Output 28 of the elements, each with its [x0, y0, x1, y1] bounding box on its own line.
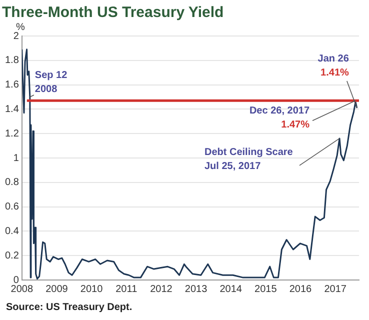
x-tick-label: 2010 [80, 284, 104, 295]
y-tick-label: 0.2 [4, 250, 20, 262]
x-tick-label: 2008 [10, 284, 34, 295]
annotation: Jan 26 1.41% [318, 54, 350, 79]
y-tick-label: 0.8 [4, 177, 20, 188]
x-tick-label: 2016 [289, 284, 312, 295]
y-axis-title: % [16, 22, 25, 33]
x-tick-label: 2014 [220, 284, 242, 295]
x-tick-label: 2012 [150, 284, 173, 295]
y-tick-label: 1.8 [4, 55, 20, 66]
y-tick-label: 0.4 [4, 226, 20, 237]
x-tick-label: 2011 [116, 284, 138, 295]
y-tick-label: 2 [13, 30, 20, 42]
x-tick-label: 2017 [324, 284, 347, 295]
y-tick-label: 1.4 [4, 104, 20, 115]
annotation: Debt Ceiling Scare Jul 25, 2017 [204, 147, 294, 172]
chart-title: Three-Month US Treasury Yield [2, 4, 224, 22]
x-tick-label: 2013 [184, 284, 208, 295]
y-tick-label: 1 [13, 152, 20, 164]
annotation: Sep 12 2008 [34, 70, 68, 95]
y-tick-label: 1.2 [4, 128, 20, 140]
x-tick-label: 2015 [254, 284, 278, 295]
y-tick-label: 0 [13, 274, 20, 286]
annotation: Dec 26, 2017 1.47% [249, 105, 310, 130]
x-tick-label: 2009 [46, 284, 68, 295]
y-tick-label: 1.6 [4, 80, 20, 91]
source-note: Source: US Treasury Dept. [6, 302, 132, 313]
y-tick-label: 0.6 [4, 202, 20, 213]
